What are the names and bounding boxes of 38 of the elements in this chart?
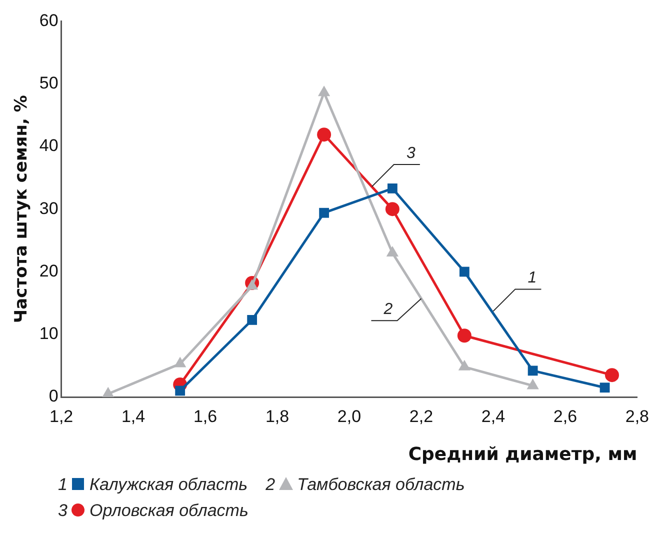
x-tick-label: 1,2: [49, 406, 74, 426]
x-tick-label: 1,6: [193, 406, 218, 426]
point: [459, 266, 470, 277]
text: 3: [58, 501, 68, 520]
point: [247, 315, 258, 325]
point: [385, 202, 400, 216]
point: [604, 368, 619, 382]
text: 1: [58, 475, 68, 494]
y-tick-label: 40: [39, 136, 58, 156]
y-axis-title: Частота штук семян, %: [12, 95, 32, 324]
y-tick-label: 60: [39, 10, 58, 30]
legend-label: Тамбовская область: [297, 475, 465, 494]
x-tick-label: 2,4: [481, 406, 506, 426]
x-tick-label: 2,8: [625, 406, 650, 426]
point: [457, 328, 472, 343]
point: [175, 386, 186, 396]
x-tick-label: 2,6: [553, 406, 578, 426]
legend-label: Орловская область: [89, 501, 248, 520]
x-tick-label: 2,0: [337, 406, 362, 426]
y-tick-label: 10: [39, 324, 58, 344]
y-tick-label: 20: [39, 261, 58, 280]
annotation: 3: [406, 145, 416, 162]
annotation: 2: [382, 301, 393, 318]
x-tick-label: 1,4: [121, 406, 146, 426]
text: 2: [266, 475, 276, 494]
point: [528, 366, 538, 376]
y-tick-label: 50: [39, 74, 58, 93]
x-axis-title: Средний диаметр, мм: [408, 444, 638, 465]
x-tick-label: 2,2: [409, 406, 434, 426]
legend-label: Калужская область: [89, 475, 248, 494]
point: [317, 128, 332, 142]
y-tick-label: 30: [39, 198, 58, 218]
point: [387, 183, 398, 194]
annotation: 1: [528, 270, 537, 287]
x-tick-label: 1,8: [265, 406, 290, 426]
point: [600, 382, 610, 393]
point: [319, 208, 329, 218]
y-tick-label: 0: [48, 386, 58, 406]
